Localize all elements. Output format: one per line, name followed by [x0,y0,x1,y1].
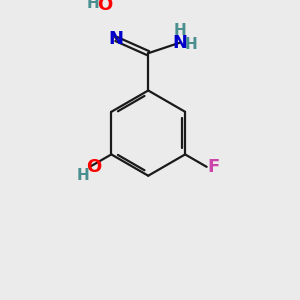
Text: H: H [76,168,89,183]
Text: O: O [97,0,112,14]
Text: N: N [173,34,188,52]
Text: H: H [174,22,187,38]
Text: N: N [109,30,124,48]
Text: H: H [87,0,100,11]
Text: H: H [184,37,197,52]
Text: O: O [86,158,101,176]
Text: F: F [208,158,220,176]
